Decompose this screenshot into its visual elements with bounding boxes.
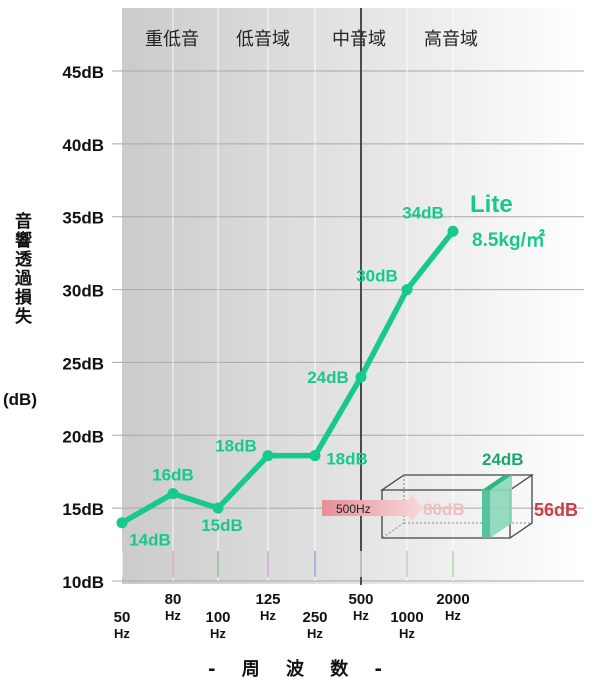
y-tick-label: 30dB (62, 282, 104, 301)
y-tick-label: 45dB (62, 63, 104, 82)
loss-label: 24dB (482, 450, 524, 469)
panel-top (482, 475, 512, 490)
band-label: 中音域 (332, 29, 386, 49)
x-tick-unit: Hz (353, 608, 369, 623)
x-tick-unit: Hz (307, 626, 323, 641)
data-label: 16dB (152, 466, 194, 485)
band-label: 低音域 (236, 29, 290, 49)
data-point (355, 371, 367, 383)
data-point (262, 450, 274, 462)
data-point (401, 284, 413, 296)
band-label: 高音域 (424, 29, 478, 49)
y-tick-label: 20dB (62, 427, 104, 446)
series-legend: Lite 8.5kg/㎡ (470, 191, 545, 251)
panel-side (490, 475, 512, 538)
data-label: 34dB (402, 203, 444, 222)
y-axis-unit: (dB) (3, 390, 37, 409)
data-point (309, 450, 321, 462)
x-tick-label: 100 (205, 609, 230, 626)
freq-label: 500Hz (336, 502, 371, 516)
incident-label: 80dB (423, 500, 465, 519)
data-point (212, 502, 224, 514)
sound-arrow (322, 494, 424, 522)
x-tick-label: 80 (165, 591, 182, 608)
x-tick-unit: Hz (210, 626, 226, 641)
sound-loss-diagram: 500Hz 80dB 24dB 56dB (322, 450, 578, 539)
data-point (167, 488, 179, 500)
series-line (119, 228, 456, 526)
band-labels: 重低音 低音域 中音域 高音域 (145, 29, 478, 49)
y-tick-label: 25dB (62, 354, 104, 373)
x-tick-label: 1000 (390, 609, 423, 626)
y-tick-labels: 10dB 15dB 20dB 25dB 30dB 35dB 40dB 45dB (62, 63, 104, 592)
y-tick-label: 15dB (62, 500, 104, 519)
x-tick-label: 125 (255, 591, 280, 608)
x-tick-label: 500 (348, 591, 373, 608)
y-tick-label: 35dB (62, 209, 104, 228)
x-tick-label: 2000 (436, 591, 469, 608)
x-tick-unit: Hz (445, 608, 461, 623)
panel-front (482, 490, 490, 538)
x-tick-unit: Hz (260, 608, 276, 623)
data-label: 24dB (307, 368, 349, 387)
result-label: 56dB (534, 500, 578, 520)
series-lite: 14dB 16dB 15dB 18dB 18dB 24dB 30dB 34dB (116, 203, 459, 550)
grid (112, 8, 584, 585)
legend-series-subtitle: 8.5kg/㎡ (472, 228, 545, 251)
data-point (116, 517, 128, 529)
y-axis-label: 音響透過損失 (11, 212, 31, 326)
y-tick-label: 10dB (62, 573, 104, 592)
data-label: 15dB (201, 516, 243, 535)
x-tick-unit: Hz (399, 626, 415, 641)
legend-series-name: Lite (470, 191, 513, 218)
data-point (447, 225, 459, 237)
y-tick-label: 40dB (62, 136, 104, 155)
data-label: 14dB (129, 531, 171, 550)
x-tick-unit: Hz (114, 626, 130, 641)
data-label: 18dB (215, 437, 257, 456)
x-tick-label: 50 (114, 609, 131, 626)
band-label: 重低音 (145, 29, 199, 49)
data-label: 18dB (326, 450, 368, 469)
x-axis-label: - 周 波 数 - (207, 659, 392, 680)
x-tick-label: 250 (302, 609, 327, 626)
x-tick-unit: Hz (165, 608, 181, 623)
data-label: 30dB (356, 267, 398, 286)
